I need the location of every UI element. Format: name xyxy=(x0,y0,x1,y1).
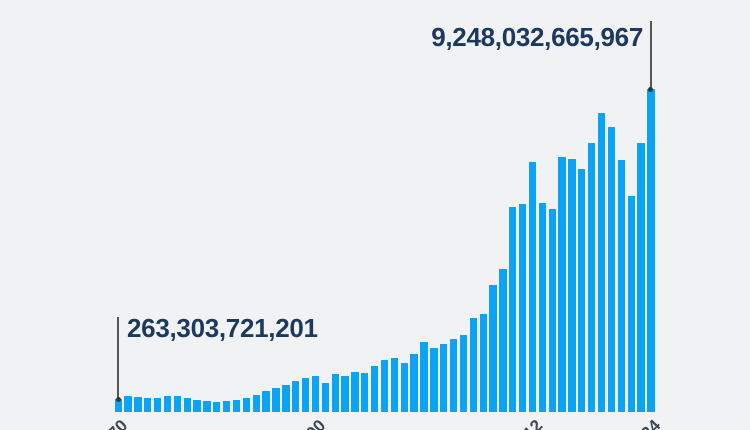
bar-1989[interactable] xyxy=(301,377,310,412)
bar-1994[interactable] xyxy=(351,372,359,412)
bar-1988[interactable] xyxy=(292,380,300,412)
bar-1979[interactable] xyxy=(203,400,211,412)
bar-2022[interactable] xyxy=(627,196,635,412)
bar-1995[interactable] xyxy=(361,372,369,412)
bar-1972[interactable] xyxy=(134,396,142,412)
bar-1999[interactable] xyxy=(400,362,408,412)
bar-2016[interactable] xyxy=(568,159,576,412)
bar-1970[interactable] xyxy=(114,399,122,412)
bar-1975[interactable] xyxy=(163,396,172,412)
bar-2003[interactable] xyxy=(440,344,448,412)
bar-2019[interactable] xyxy=(597,113,606,412)
bar-1971[interactable] xyxy=(124,396,132,412)
bar-1984[interactable] xyxy=(252,395,260,412)
first-bar-value-label: 263,303,721,201 xyxy=(127,313,318,343)
bar-1998[interactable] xyxy=(390,358,399,412)
bar-1996[interactable] xyxy=(371,366,379,412)
bar-1976[interactable] xyxy=(173,396,181,412)
bar-1990[interactable] xyxy=(311,376,320,412)
bar-2009[interactable] xyxy=(499,269,507,412)
bar-2012[interactable] xyxy=(528,162,537,412)
first-bar-callout-line xyxy=(117,317,119,399)
bar-1993[interactable] xyxy=(341,376,349,412)
bar-2011[interactable] xyxy=(519,204,527,412)
bar-2018[interactable] xyxy=(588,143,596,412)
last-bar-callout-dot xyxy=(648,86,654,92)
x-tick-label: 2012 xyxy=(506,416,547,430)
bar-2014[interactable] xyxy=(548,209,556,412)
bar-1991[interactable] xyxy=(321,383,329,412)
bar-2007[interactable] xyxy=(479,314,487,412)
x-tick-label: 2024 xyxy=(624,416,665,430)
last-bar-value-label: 9,248,032,665,967 xyxy=(431,22,643,52)
bar-2020[interactable] xyxy=(607,127,616,412)
bar-1973[interactable] xyxy=(144,397,152,412)
bar-1985[interactable] xyxy=(262,390,270,412)
bar-1992[interactable] xyxy=(331,373,339,412)
bar-1997[interactable] xyxy=(380,360,389,412)
bar-1987[interactable] xyxy=(282,384,290,412)
bar-1980[interactable] xyxy=(213,401,221,412)
last-bar-callout-line xyxy=(650,21,652,89)
x-tick-label: 1970 xyxy=(91,416,132,430)
bar-2021[interactable] xyxy=(617,160,625,412)
bar-2013[interactable] xyxy=(538,203,547,412)
bar-2005[interactable] xyxy=(459,335,468,412)
bar-2000[interactable] xyxy=(410,354,418,412)
bar-2024[interactable] xyxy=(647,89,655,412)
bar-2015[interactable] xyxy=(558,157,566,412)
bar-2010[interactable] xyxy=(509,207,517,412)
bar-2001[interactable] xyxy=(420,342,428,412)
bar-1978[interactable] xyxy=(193,399,201,412)
bar-1981[interactable] xyxy=(223,401,231,412)
bar-2004[interactable] xyxy=(449,339,458,412)
bar-2023[interactable] xyxy=(637,143,645,412)
bar-2017[interactable] xyxy=(578,169,586,412)
bar-1983[interactable] xyxy=(242,397,251,412)
bar-1977[interactable] xyxy=(183,397,191,412)
bar-2006[interactable] xyxy=(469,318,477,412)
first-bar-callout-dot xyxy=(115,396,121,402)
bar-2008[interactable] xyxy=(489,285,497,412)
bar-2002[interactable] xyxy=(430,348,438,412)
bar-1982[interactable] xyxy=(232,400,241,412)
x-tick-label: 1990 xyxy=(289,416,330,430)
bar-1986[interactable] xyxy=(272,388,280,412)
bar-1974[interactable] xyxy=(153,397,162,412)
